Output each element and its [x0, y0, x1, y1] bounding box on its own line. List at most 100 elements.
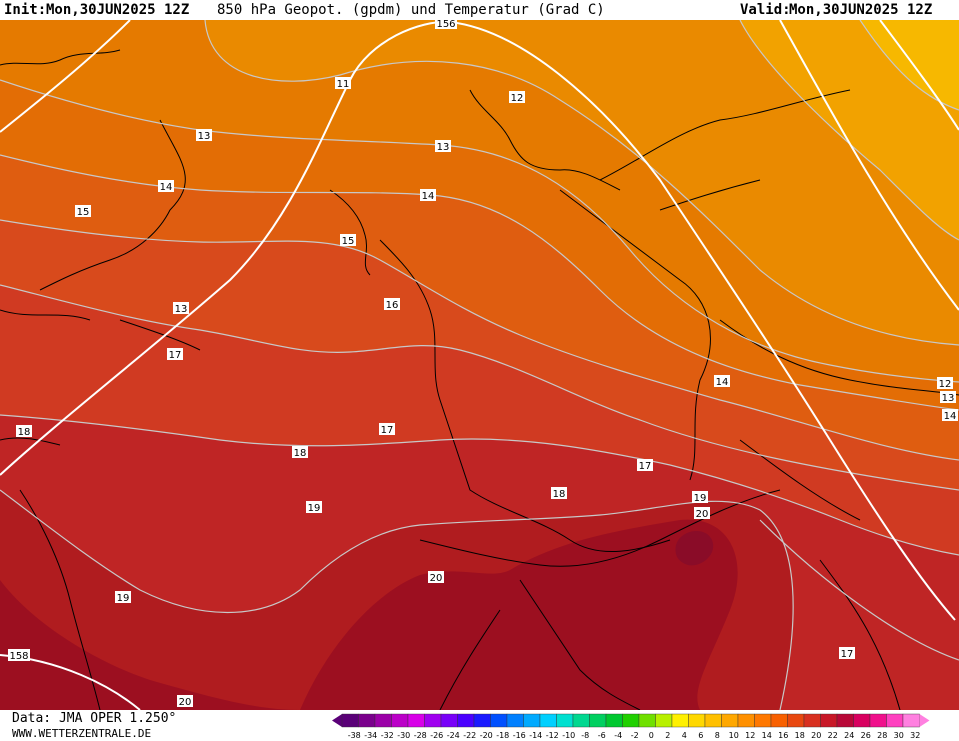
legend-swatch: [391, 713, 409, 728]
legend-swatch: [457, 713, 475, 728]
legend-tick: 2: [665, 731, 670, 740]
legend-swatch: [407, 713, 425, 728]
band-20-south: [300, 519, 738, 710]
legend-tick: 28: [877, 731, 887, 740]
geopot-label: 156: [435, 20, 457, 30]
svg-text:13: 13: [437, 142, 450, 153]
legend-tick: -12: [546, 731, 559, 740]
legend-swatch: [358, 713, 376, 728]
geopot-label: 20: [428, 571, 444, 584]
legend-swatch: [902, 713, 920, 728]
legend-swatch: [869, 713, 887, 728]
legend-tick: -2: [631, 731, 639, 740]
legend-swatch: [539, 713, 557, 728]
init-label: Init:: [4, 2, 47, 18]
geopot-label: 158: [8, 649, 30, 662]
legend-swatch: [853, 713, 871, 728]
legend-tick: 32: [910, 731, 920, 740]
uk-coast: [0, 49, 186, 321]
svg-text:158: 158: [9, 651, 28, 662]
temp-label: 19: [115, 591, 131, 604]
temp-label: 16: [384, 298, 400, 311]
legend-swatch: [473, 713, 491, 728]
legend-swatch: [721, 713, 739, 728]
svg-text:16: 16: [386, 300, 399, 311]
legend-tick: 20: [811, 731, 821, 740]
svg-text:11: 11: [337, 79, 350, 90]
data-source: Data: JMA OPER 1.250°: [12, 711, 177, 726]
svg-text:18: 18: [294, 448, 307, 459]
legend-tick: -32: [381, 731, 394, 740]
svg-text:12: 12: [511, 93, 524, 104]
legend-swatch: [638, 713, 656, 728]
legend-tick: 26: [861, 731, 871, 740]
svg-text:14: 14: [716, 377, 729, 388]
temp-label: 12: [937, 377, 953, 390]
legend-tick: -22: [463, 731, 476, 740]
temp-label: 14: [420, 189, 436, 202]
legend-swatch: [820, 713, 838, 728]
legend-tick: -20: [480, 731, 493, 740]
legend-swatch: [440, 713, 458, 728]
legend-swatch: [787, 713, 805, 728]
band-22: [675, 530, 714, 566]
legend-swatch: [572, 713, 590, 728]
legend-swatch: [605, 713, 623, 728]
temp-label: 14: [942, 409, 958, 422]
legend-swatch: [341, 713, 359, 728]
legend-swatch: [622, 713, 640, 728]
legend-tick: 6: [698, 731, 703, 740]
temp-label: 12: [509, 91, 525, 104]
isotherms: [0, 20, 959, 710]
svg-text:156: 156: [436, 20, 455, 30]
legend-tick: -26: [430, 731, 443, 740]
website-credit: WWW.WETTERZENTRALE.DE: [12, 727, 152, 740]
legend-swatch: [770, 713, 788, 728]
svg-text:20: 20: [179, 697, 192, 708]
legend-tick: 0: [649, 731, 654, 740]
svg-text:18: 18: [18, 427, 31, 438]
coastlines-borders: [0, 49, 959, 710]
legend-tick: 14: [762, 731, 772, 740]
legend-swatch: [506, 713, 524, 728]
legend-tick: 8: [715, 731, 720, 740]
legend-swatch: [424, 713, 442, 728]
legend-tick: 4: [682, 731, 687, 740]
header-bar: Init: Mon,30JUN2025 12Z 850 hPa Geopot. …: [0, 0, 959, 20]
legend-arrow-right: [919, 714, 930, 727]
geopot-label: 20: [694, 507, 710, 520]
legend-swatch: [836, 713, 854, 728]
svg-text:17: 17: [381, 425, 394, 436]
svg-text:19: 19: [308, 503, 321, 514]
legend-swatch: [490, 713, 508, 728]
legend-swatch: [803, 713, 821, 728]
legend-swatches: [332, 713, 930, 728]
legend-swatch: [704, 713, 722, 728]
svg-text:17: 17: [639, 461, 652, 472]
denmark-coast: [469, 89, 621, 191]
color-legend: -38 -34 -32 -30 -28 -26 -24 -22 -20 -18 -16 -14 -12-…: [332, 713, 930, 740]
baltic-coast: [599, 89, 851, 211]
svg-text:19: 19: [117, 593, 130, 604]
temp-label: 13: [196, 129, 212, 142]
legend-tick: 10: [729, 731, 739, 740]
legend-tick: -16: [513, 731, 526, 740]
legend-swatch: [556, 713, 574, 728]
legend-swatch: [374, 713, 392, 728]
legend-ticks: -38 -34 -32 -30 -28 -26 -24 -22 -20 -18 -16 -14 -12-…: [348, 731, 921, 740]
legend-tick: -8: [581, 731, 589, 740]
legend-swatch: [671, 713, 689, 728]
temp-label: 18: [292, 446, 308, 459]
legend-swatch: [754, 713, 772, 728]
legend-tick: -14: [529, 731, 542, 740]
east-borders: [719, 319, 959, 710]
svg-text:14: 14: [422, 191, 435, 202]
temp-label: 19: [692, 491, 708, 504]
svg-text:14: 14: [160, 182, 173, 193]
legend-swatch: [589, 713, 607, 728]
legend-tick: -4: [614, 731, 622, 740]
italy-coast: [439, 579, 641, 710]
legend-tick: 18: [795, 731, 805, 740]
svg-text:15: 15: [77, 207, 90, 218]
